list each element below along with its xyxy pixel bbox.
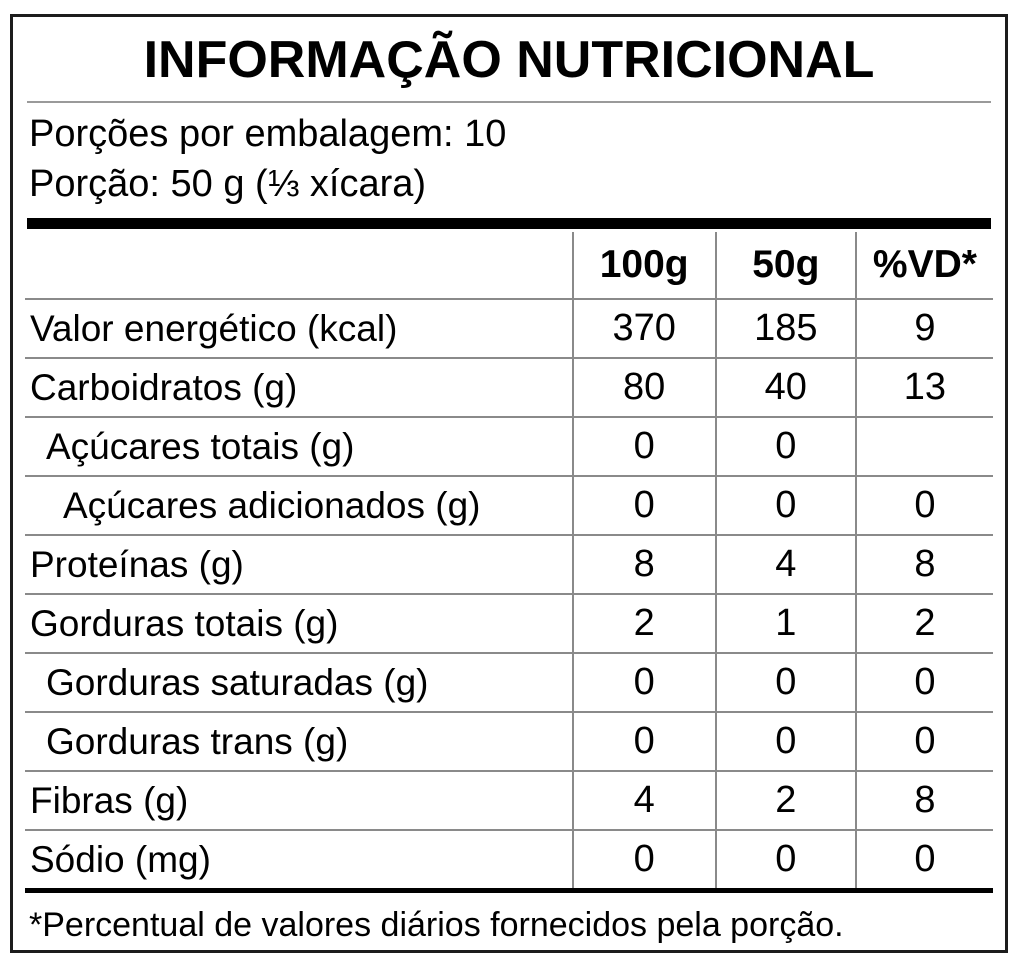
nutrient-name: Gorduras totais (g) — [30, 602, 339, 644]
section-divider-top — [27, 218, 991, 229]
table-header-row: 100g 50g %VD* — [25, 232, 993, 298]
value-vd: 0 — [854, 654, 993, 711]
header-nutrient-cell — [25, 232, 572, 298]
table-row-saturated-fat: Gorduras saturadas (g) 0 0 0 — [25, 652, 993, 711]
table-row-protein: Proteínas (g) 8 4 8 — [25, 534, 993, 593]
value-50g: 185 — [714, 300, 855, 357]
value-vd: 2 — [854, 595, 993, 652]
value-100g: 8 — [571, 536, 715, 593]
table-row-total-sugars: Açúcares totais (g) 0 0 — [25, 416, 993, 475]
value-50g: 0 — [714, 713, 855, 770]
value-vd: 0 — [854, 477, 993, 534]
value-50g: 0 — [714, 477, 855, 534]
nutrient-name: Gorduras saturadas (g) — [46, 661, 429, 703]
nutrient-name: Açúcares adicionados (g) — [63, 484, 481, 526]
value-vd: 9 — [854, 300, 993, 357]
value-100g: 80 — [571, 359, 715, 416]
daily-value-footnote: *Percentual de valores diários fornecido… — [29, 906, 844, 944]
title-divider — [27, 101, 991, 103]
table-row-energy: Valor energético (kcal) 370 185 9 — [25, 298, 993, 357]
value-50g: 0 — [714, 654, 855, 711]
header-col-vd: %VD* — [854, 232, 993, 298]
value-50g: 2 — [714, 772, 855, 829]
value-100g: 370 — [571, 300, 715, 357]
nutrition-table: 100g 50g %VD* Valor energético (kcal) 37… — [25, 232, 993, 888]
nutrient-name: Açúcares totais (g) — [46, 425, 355, 467]
value-100g: 0 — [571, 418, 715, 475]
nutrition-label: INFORMAÇÃO NUTRICIONAL Porções por embal… — [10, 14, 1008, 953]
value-50g: 0 — [714, 831, 855, 888]
table-row-carbs: Carboidratos (g) 80 40 13 — [25, 357, 993, 416]
value-vd: 8 — [854, 772, 993, 829]
value-100g: 0 — [571, 713, 715, 770]
header-col-50g: 50g — [714, 232, 855, 298]
value-100g: 0 — [571, 831, 715, 888]
table-bottom-divider — [25, 888, 993, 893]
value-vd — [854, 418, 993, 475]
nutrient-name: Gorduras trans (g) — [46, 720, 349, 762]
value-50g: 40 — [714, 359, 855, 416]
nutrient-name: Fibras (g) — [30, 779, 189, 821]
nutrient-name: Sódio (mg) — [30, 838, 211, 880]
value-vd: 0 — [854, 831, 993, 888]
table-row-total-fat: Gorduras totais (g) 2 1 2 — [25, 593, 993, 652]
value-100g: 2 — [571, 595, 715, 652]
value-vd: 8 — [854, 536, 993, 593]
value-50g: 0 — [714, 418, 855, 475]
value-50g: 1 — [714, 595, 855, 652]
portion-size: Porção: 50 g (⅓ xícara) — [29, 163, 427, 205]
header-col-100g: 100g — [571, 232, 715, 298]
table-row-sodium: Sódio (mg) 0 0 0 — [25, 829, 993, 888]
servings-per-package: Porções por embalagem: 10 — [29, 113, 507, 155]
value-vd: 13 — [854, 359, 993, 416]
value-100g: 4 — [571, 772, 715, 829]
value-50g: 4 — [714, 536, 855, 593]
serving-info: Porções por embalagem: 10 Porção: 50 g (… — [13, 109, 1005, 209]
table-row-fiber: Fibras (g) 4 2 8 — [25, 770, 993, 829]
value-100g: 0 — [571, 654, 715, 711]
label-title: INFORMAÇÃO NUTRICIONAL — [143, 31, 875, 89]
value-vd: 0 — [854, 713, 993, 770]
nutrient-name: Valor energético (kcal) — [30, 307, 398, 349]
table-row-trans-fat: Gorduras trans (g) 0 0 0 — [25, 711, 993, 770]
value-100g: 0 — [571, 477, 715, 534]
nutrient-name: Proteínas (g) — [30, 543, 244, 585]
table-row-added-sugars: Açúcares adicionados (g) 0 0 0 — [25, 475, 993, 534]
nutrient-name: Carboidratos (g) — [30, 366, 298, 408]
